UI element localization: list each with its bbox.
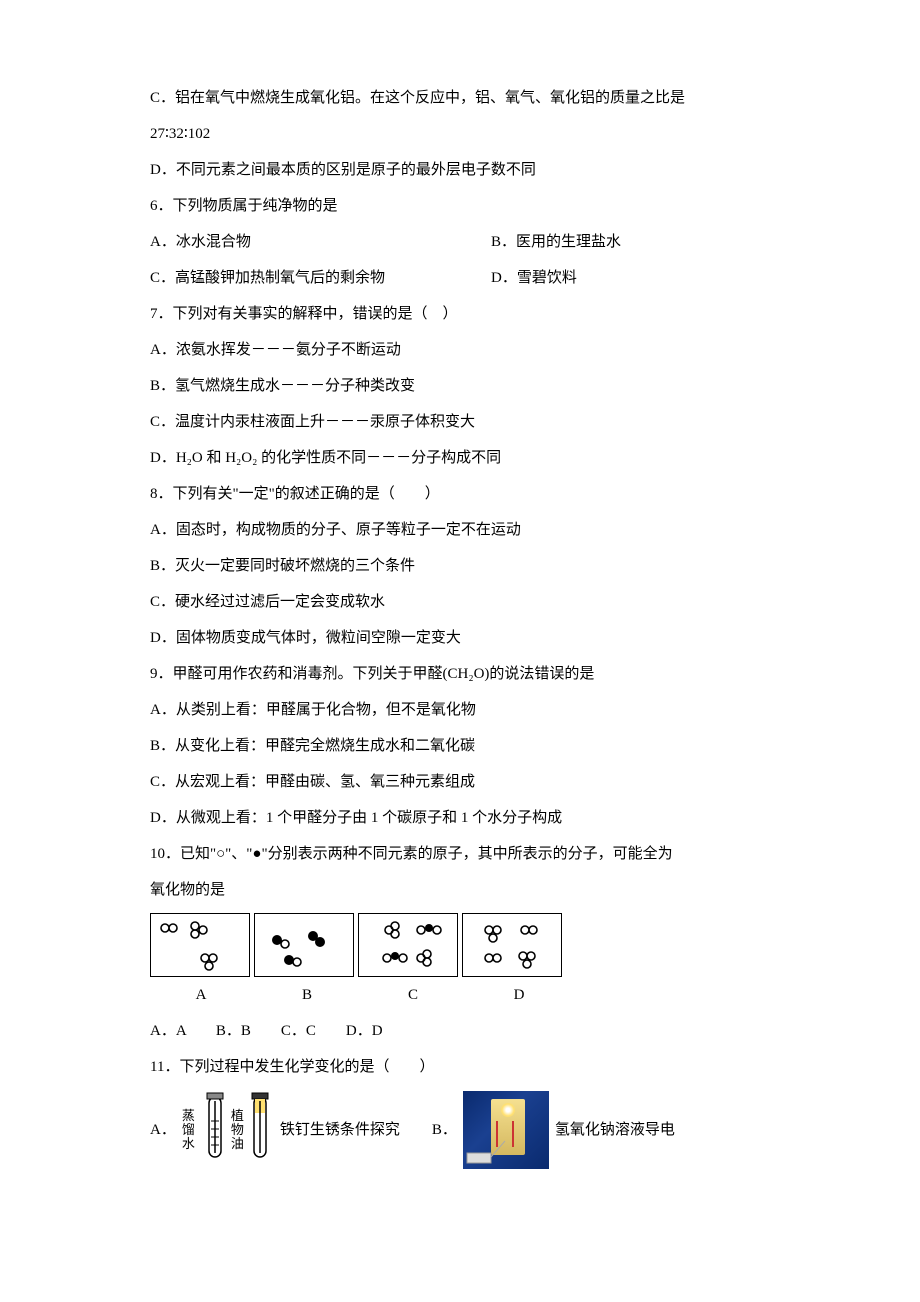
q10-box-b bbox=[254, 913, 354, 977]
q10-label-d: D bbox=[468, 977, 570, 1013]
q6-option-a: A．冰水混合物 bbox=[150, 224, 491, 260]
q8-option-b: B．灭火一定要同时破坏燃烧的三个条件 bbox=[150, 548, 770, 584]
vlabel: 馏 bbox=[182, 1123, 195, 1137]
q7-option-d: D．H₂O 和 H₂O₂ 的化学性质不同－－－分子构成不同 bbox=[150, 440, 770, 476]
q11-a-text: 铁钉生锈条件探究 bbox=[280, 1112, 400, 1148]
q5-option-c-line2: 27∶32∶102 bbox=[150, 116, 770, 152]
q7-option-b: B．氢气燃烧生成水－－－分子种类改变 bbox=[150, 368, 770, 404]
q8-option-c: C．硬水经过过滤后一定会变成软水 bbox=[150, 584, 770, 620]
q11-stem: 11．下列过程中发生化学变化的是（ ） bbox=[150, 1049, 770, 1085]
q5-option-c-line1: C．铝在氧气中燃烧生成氧化铝。在这个反应中，铝、氧气、氧化铝的质量之比是 bbox=[150, 80, 770, 116]
q11-b-photo bbox=[463, 1091, 549, 1169]
q10-label-b: B bbox=[256, 977, 358, 1013]
q11-a-left-label: 蒸 馏 水 bbox=[182, 1109, 195, 1152]
test-tube-icon bbox=[246, 1091, 274, 1169]
q10-box-a bbox=[150, 913, 250, 977]
q11-a-right-label: 植 物 油 bbox=[231, 1109, 244, 1152]
q8-option-d: D．固体物质变成气体时，微粒间空隙一定变大 bbox=[150, 620, 770, 656]
vlabel: 油 bbox=[231, 1137, 244, 1151]
q6-stem: 6．下列物质属于纯净物的是 bbox=[150, 188, 770, 224]
q11-b-prefix: B． bbox=[432, 1112, 457, 1148]
q10-labels: A B C D bbox=[150, 977, 770, 1013]
q6-option-c: C．高锰酸钾加热制氧气后的剩余物 bbox=[150, 260, 491, 296]
q9-stem: 9．甲醛可用作农药和消毒剂。下列关于甲醛(CH₂O)的说法错误的是 bbox=[150, 656, 770, 692]
q10-box-c bbox=[358, 913, 458, 977]
q11-b-text: 氢氧化钠溶液导电 bbox=[555, 1112, 675, 1148]
q10-stem-line1: 10．已知"○"、"●"分别表示两种不同元素的原子，其中所表示的分子，可能全为 bbox=[150, 836, 770, 872]
q9-option-d: D．从微观上看：1 个甲醛分子由 1 个碳原子和 1 个水分子构成 bbox=[150, 800, 770, 836]
q7-option-a: A．浓氨水挥发－－－氨分子不断运动 bbox=[150, 332, 770, 368]
q9-option-a: A．从类别上看：甲醛属于化合物，但不是氧化物 bbox=[150, 692, 770, 728]
q9-option-b: B．从变化上看：甲醛完全燃烧生成水和二氧化碳 bbox=[150, 728, 770, 764]
q8-stem: 8．下列有关"一定"的叙述正确的是（ ） bbox=[150, 476, 770, 512]
q10-label-a: A bbox=[150, 977, 252, 1013]
q11-a-prefix: A． bbox=[150, 1112, 176, 1148]
q7-stem: 7．下列对有关事实的解释中，错误的是（ ） bbox=[150, 296, 770, 332]
q8-option-a: A．固态时，构成物质的分子、原子等粒子一定不在运动 bbox=[150, 512, 770, 548]
q10-label-c: C bbox=[362, 977, 464, 1013]
q6-option-b: B．医用的生理盐水 bbox=[491, 224, 770, 260]
vlabel: 蒸 bbox=[182, 1109, 195, 1123]
q10-diagrams bbox=[150, 913, 770, 977]
q7-option-c: C．温度计内汞柱液面上升－－－汞原子体积变大 bbox=[150, 404, 770, 440]
q10-box-d bbox=[462, 913, 562, 977]
q5-option-d: D．不同元素之间最本质的区别是原子的最外层电子数不同 bbox=[150, 152, 770, 188]
vlabel: 水 bbox=[182, 1137, 195, 1151]
q10-stem-line2: 氧化物的是 bbox=[150, 872, 770, 908]
vlabel: 物 bbox=[231, 1123, 244, 1137]
test-tube-icon bbox=[201, 1091, 229, 1169]
q9-option-c: C．从宏观上看：甲醛由碳、氢、氧三种元素组成 bbox=[150, 764, 770, 800]
vlabel: 植 bbox=[231, 1109, 244, 1123]
q10-answer-line: A．A B．B C．C D．D bbox=[150, 1013, 770, 1049]
q11-a-tubes: 植 物 油 bbox=[201, 1091, 274, 1169]
q11-options-row: A． 蒸 馏 水 植 物 油 bbox=[150, 1091, 770, 1169]
q6-option-d: D．雪碧饮料 bbox=[491, 260, 770, 296]
